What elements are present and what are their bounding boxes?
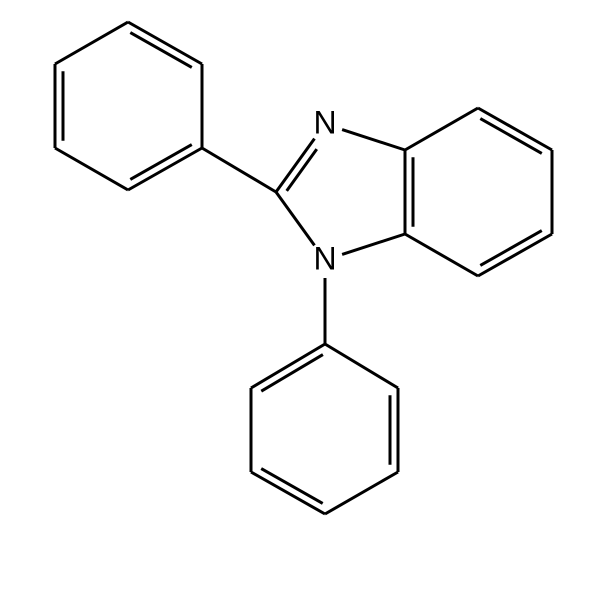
atom-label: N bbox=[313, 240, 336, 276]
atom-label: N bbox=[313, 104, 336, 140]
molecule-diagram: NN bbox=[0, 0, 600, 600]
